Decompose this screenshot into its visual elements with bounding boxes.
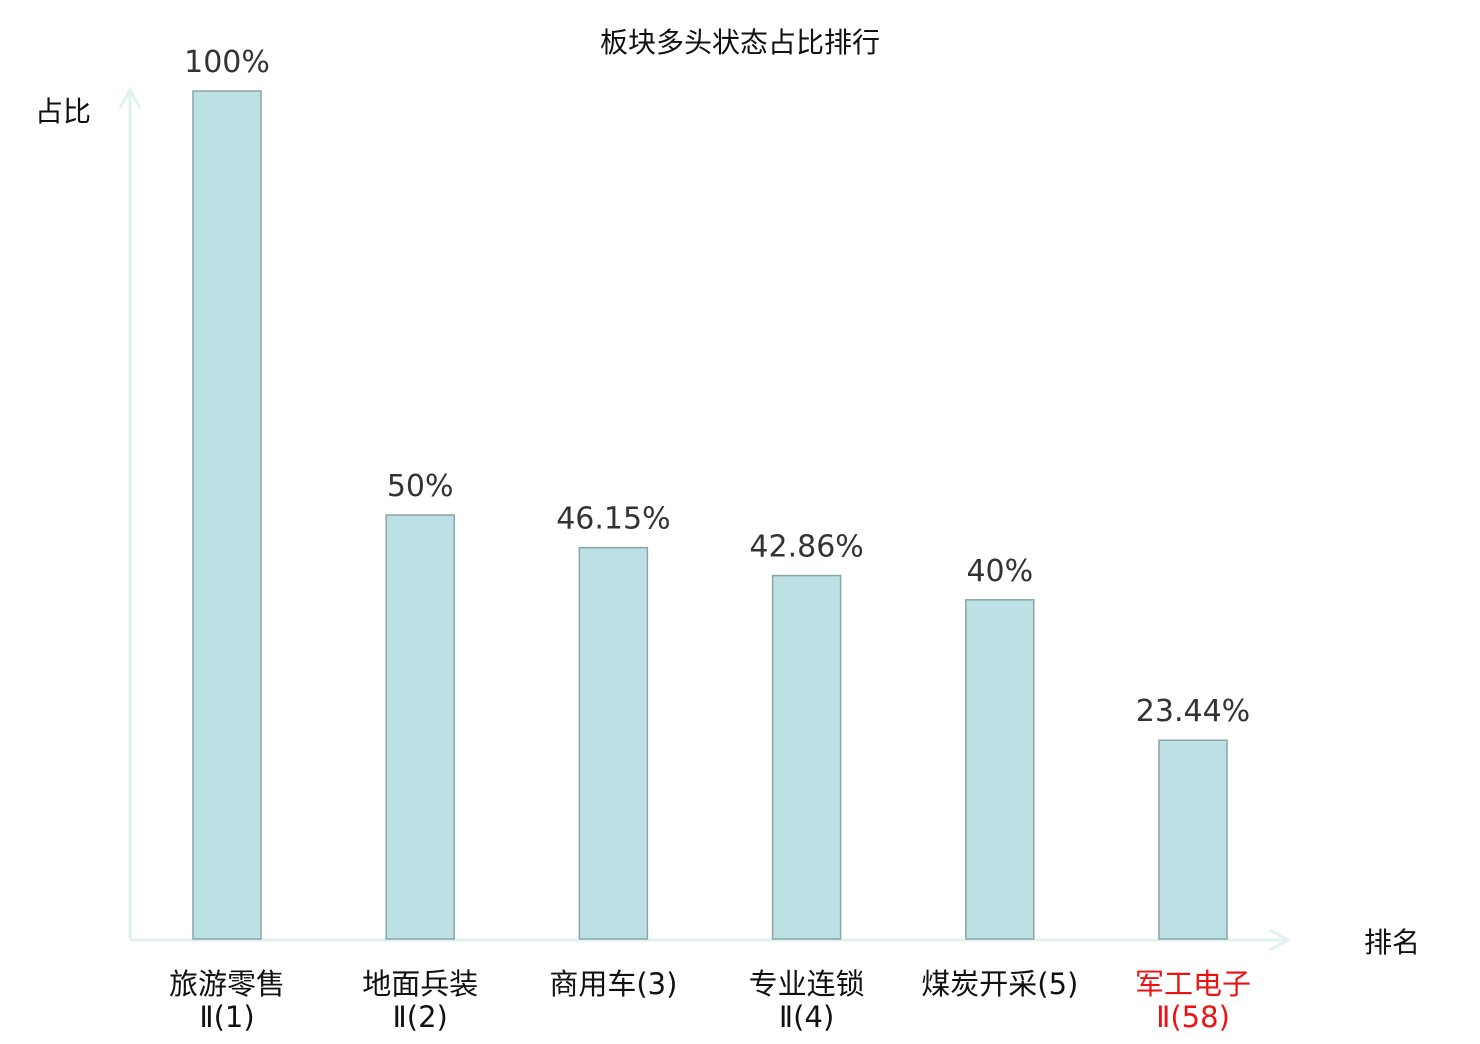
x-tick-label: Ⅱ(2) — [393, 1000, 448, 1034]
x-axis-label: 排名 — [1364, 926, 1420, 959]
chart-title: 板块多头状态占比排行 — [600, 26, 880, 59]
data-label: 100% — [184, 45, 270, 80]
bar — [385, 514, 455, 940]
bar — [1158, 739, 1228, 940]
x-tick-label: 专业连锁 — [749, 967, 865, 1001]
bar — [578, 546, 649, 940]
x-axis — [130, 928, 1292, 952]
x-tick-label: 煤炭开采(5) — [921, 967, 1078, 1001]
x-tick-label: 旅游零售 — [169, 967, 285, 1001]
y-axis — [118, 86, 142, 940]
y-axis-label: 占比 — [35, 95, 91, 128]
data-label: 42.86% — [749, 530, 863, 565]
x-tick-label: Ⅱ(1) — [199, 1000, 254, 1034]
x-tick-label: 军工电子 — [1135, 967, 1251, 1001]
bar — [192, 90, 262, 940]
x-tick-label: Ⅱ(58) — [1156, 1000, 1230, 1034]
bar — [965, 599, 1035, 940]
data-label: 40% — [966, 554, 1033, 589]
data-label: 23.44% — [1136, 694, 1250, 729]
x-tick-label: 地面兵装 — [362, 967, 478, 1001]
data-label: 46.15% — [556, 502, 670, 537]
data-label: 50% — [387, 469, 454, 504]
x-tick-label: Ⅱ(4) — [779, 1000, 834, 1034]
x-tick-label: 商用车(3) — [549, 967, 677, 1001]
bar — [771, 574, 842, 940]
